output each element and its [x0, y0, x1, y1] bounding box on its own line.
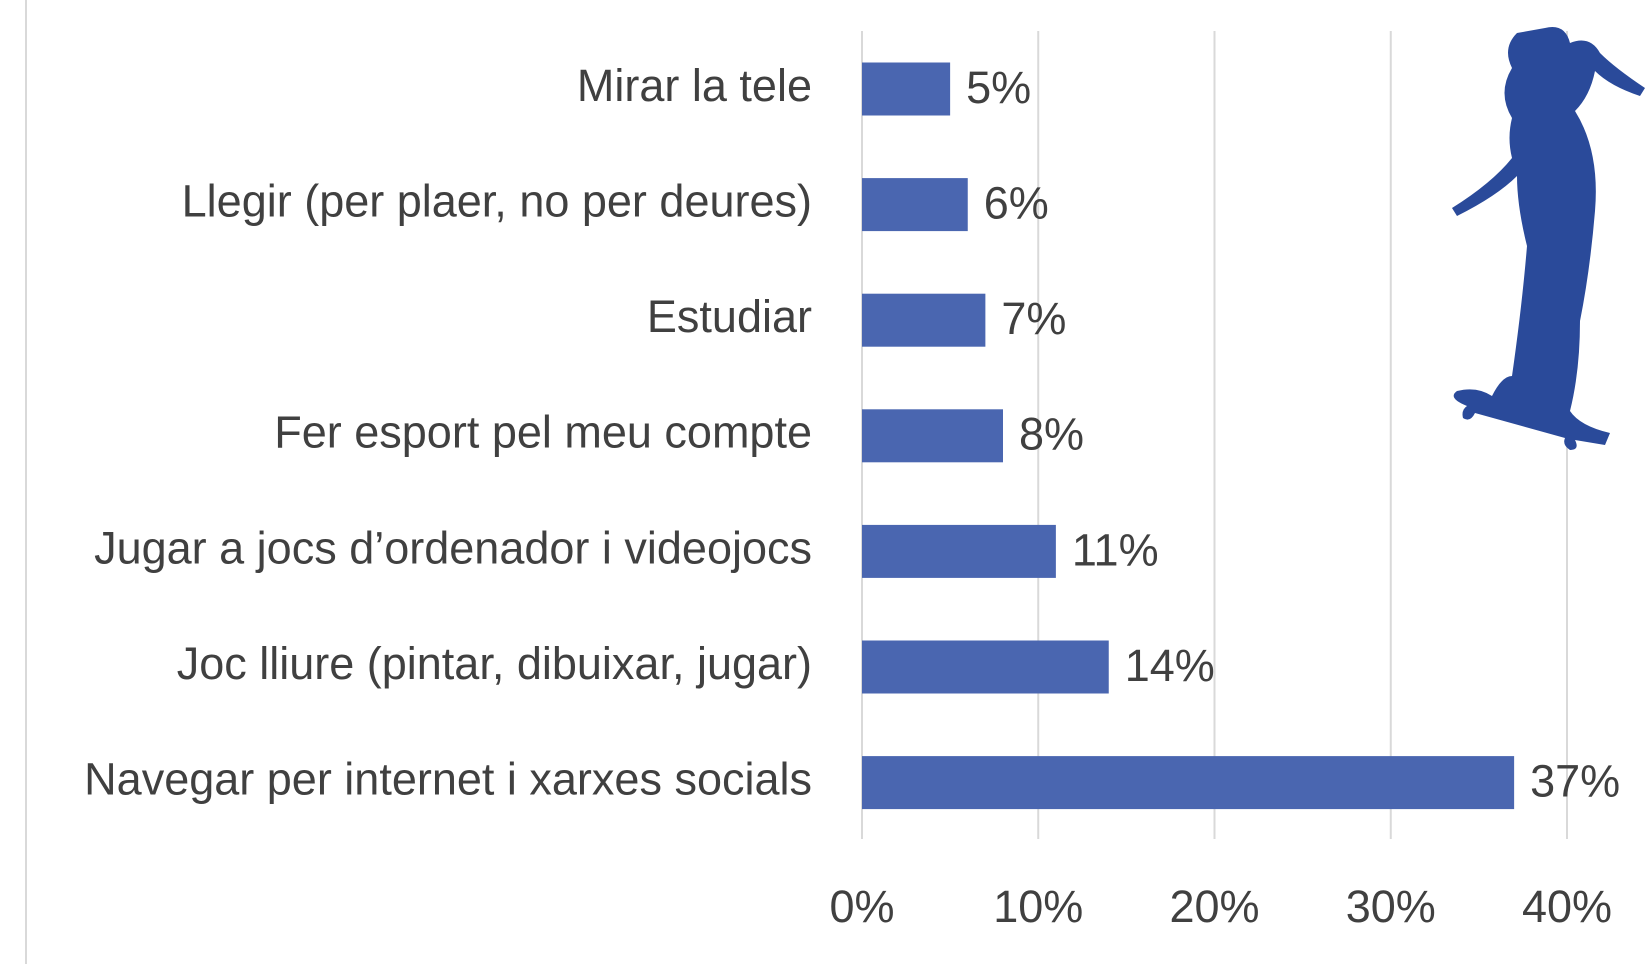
x-tick-label: 30% [1346, 881, 1436, 932]
data-label: 37% [1530, 755, 1620, 806]
y-tick-label: Mirar la tele [577, 60, 812, 111]
y-tick-label: Joc lliure (pintar, dibuixar, jugar) [177, 638, 812, 689]
bar [862, 756, 1515, 810]
bar [862, 640, 1109, 694]
y-tick-label: Jugar a jocs d’ordenador i videojocs [94, 522, 812, 573]
y-tick-label: Llegir (per plaer, no per deures) [182, 175, 812, 226]
y-tick-label: Navegar per internet i xarxes socials [84, 753, 812, 804]
data-label: 14% [1125, 640, 1215, 691]
data-label: 7% [1001, 293, 1066, 344]
y-tick-label: Estudiar [647, 291, 812, 342]
bar [862, 178, 968, 232]
data-label: 8% [1019, 409, 1084, 460]
x-tick-label: 40% [1522, 881, 1612, 932]
bar [862, 62, 951, 116]
data-label: 6% [984, 177, 1049, 228]
data-label: 11% [1072, 524, 1159, 575]
x-tick-label: 20% [1169, 881, 1259, 932]
bar [862, 409, 1003, 463]
x-tick-label: 10% [993, 881, 1083, 932]
bar [862, 293, 986, 347]
skater-silhouette [1452, 27, 1645, 450]
x-tick-label: 0% [829, 881, 894, 932]
data-label: 5% [966, 62, 1031, 113]
y-tick-label: Fer esport pel meu compte [274, 407, 812, 458]
bar [862, 524, 1056, 578]
